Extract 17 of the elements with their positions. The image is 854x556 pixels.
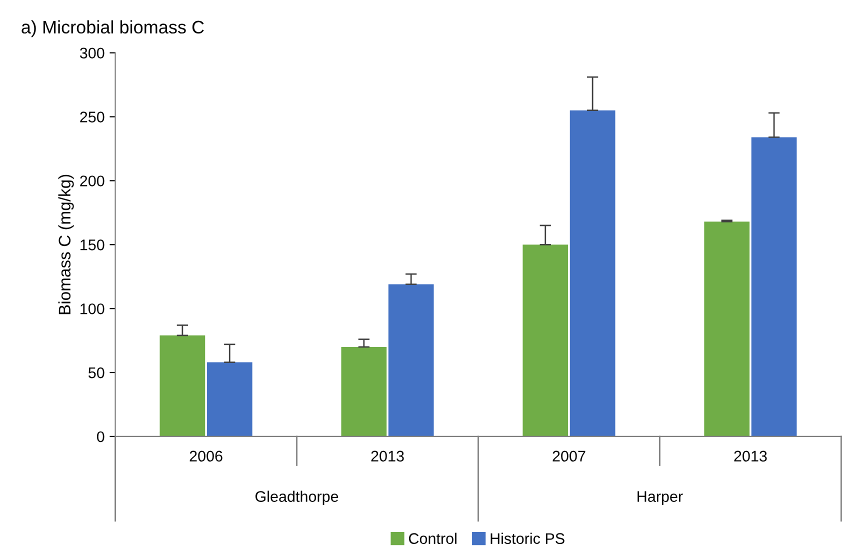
y-tick-label: 300 — [80, 48, 104, 59]
x-tick-label: 2006 — [190, 450, 222, 462]
y-tick-label: 150 — [80, 240, 104, 250]
y-axis-title: Biomass C (mg/kg) — [58, 174, 74, 314]
text: Gleadthorpe — [255, 490, 338, 505]
chart-title: a) Microbial biomass C — [22, 20, 204, 38]
legend-label: Historic PS — [490, 532, 564, 544]
x-tick-label: 2007 — [552, 450, 586, 462]
y-tick-label: 200 — [80, 176, 104, 186]
y-tick-label: 0 — [96, 431, 104, 442]
legend-label: Control — [408, 532, 456, 544]
y-tick-label: 250 — [80, 112, 104, 122]
y-tick-label: 50 — [88, 367, 104, 378]
text: Harper — [638, 491, 683, 505]
x-tick-label: 2013 — [371, 450, 404, 462]
y-tick-label: 100 — [80, 303, 104, 314]
x-tick-label: 2013 — [734, 450, 767, 462]
